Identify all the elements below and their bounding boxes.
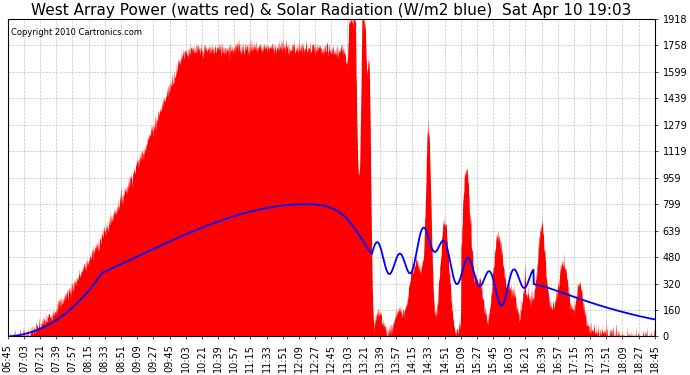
Text: Copyright 2010 Cartronics.com: Copyright 2010 Cartronics.com (11, 28, 142, 38)
Title: West Array Power (watts red) & Solar Radiation (W/m2 blue)  Sat Apr 10 19:03: West Array Power (watts red) & Solar Rad… (31, 3, 631, 18)
